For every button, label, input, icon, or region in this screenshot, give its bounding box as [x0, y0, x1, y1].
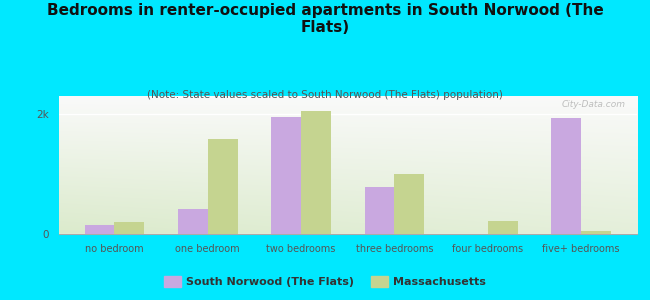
- Bar: [208, 139, 238, 234]
- Bar: [114, 222, 144, 234]
- Bar: [178, 209, 208, 234]
- Text: City-Data.com: City-Data.com: [562, 100, 625, 109]
- Bar: [551, 118, 581, 234]
- Bar: [365, 187, 395, 234]
- Legend: South Norwood (The Flats), Massachusetts: South Norwood (The Flats), Massachusetts: [159, 271, 491, 291]
- Bar: [581, 231, 611, 234]
- Bar: [301, 111, 331, 234]
- Text: Bedrooms in renter-occupied apartments in South Norwood (The
Flats): Bedrooms in renter-occupied apartments i…: [47, 3, 603, 35]
- Bar: [395, 174, 424, 234]
- Bar: [271, 117, 301, 234]
- Text: (Note: State values scaled to South Norwood (The Flats) population): (Note: State values scaled to South Norw…: [147, 90, 503, 100]
- Bar: [84, 225, 114, 234]
- Bar: [488, 221, 517, 234]
